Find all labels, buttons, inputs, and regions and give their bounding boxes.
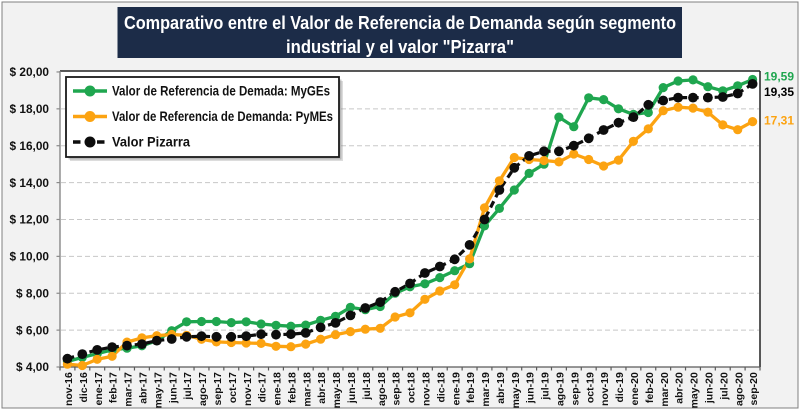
- svg-text:jun-19: jun-19: [525, 372, 537, 404]
- svg-text:$ 16,00: $ 16,00: [10, 141, 50, 153]
- svg-text:oct-19: oct-19: [584, 372, 596, 403]
- svg-text:oct-18: oct-18: [406, 372, 418, 403]
- svg-text:$ 20,00: $ 20,00: [10, 67, 50, 79]
- svg-text:abr-19: abr-19: [495, 372, 507, 404]
- svg-text:abr-17: abr-17: [138, 372, 150, 404]
- svg-text:feb-17: feb-17: [108, 372, 120, 403]
- svg-text:$ 4,00: $ 4,00: [16, 362, 49, 374]
- svg-text:may-17: may-17: [152, 372, 164, 408]
- svg-text:jun-20: jun-20: [704, 372, 716, 404]
- svg-text:jul-20: jul-20: [718, 372, 730, 401]
- svg-text:mar-17: mar-17: [123, 372, 135, 407]
- svg-text:dic-18: dic-18: [435, 372, 447, 403]
- svg-text:jul-17: jul-17: [182, 372, 194, 401]
- svg-text:Valor de Referencia de Demanda: Valor de Referencia de Demanda: PyMEs: [112, 108, 333, 124]
- svg-text:may-20: may-20: [689, 372, 701, 408]
- svg-text:ago-17: ago-17: [197, 372, 209, 406]
- svg-text:sep-18: sep-18: [391, 372, 403, 405]
- svg-text:abr-20: abr-20: [674, 372, 686, 404]
- svg-text:Valor Pizarra: Valor Pizarra: [112, 134, 190, 150]
- svg-text:$ 6,00: $ 6,00: [16, 325, 49, 337]
- svg-text:nov-19: nov-19: [599, 372, 611, 406]
- svg-text:may-19: may-19: [510, 372, 522, 408]
- svg-text:abr-18: abr-18: [316, 372, 328, 404]
- svg-text:may-18: may-18: [331, 372, 343, 408]
- svg-text:ago-20: ago-20: [733, 372, 745, 406]
- svg-text:feb-20: feb-20: [644, 372, 656, 403]
- svg-text:mar-20: mar-20: [659, 372, 671, 407]
- svg-text:$ 12,00: $ 12,00: [10, 215, 50, 227]
- svg-text:Comparativo entre el Valor de: Comparativo entre el Valor de Referencia…: [124, 12, 676, 33]
- svg-text:17,31: 17,31: [764, 116, 795, 128]
- svg-text:jul-18: jul-18: [361, 372, 373, 401]
- svg-text:19,35: 19,35: [764, 87, 795, 99]
- svg-text:ene-20: ene-20: [629, 372, 641, 405]
- svg-text:jun-18: jun-18: [346, 372, 358, 404]
- svg-text:ene-18: ene-18: [272, 372, 284, 405]
- svg-text:ene-17: ene-17: [93, 372, 105, 405]
- svg-text:nov-16: nov-16: [63, 372, 75, 406]
- svg-text:Valor de Referencia de Demada:: Valor de Referencia de Demada: MyGEs: [112, 83, 330, 99]
- svg-text:industrial y el valor "Pizarra: industrial y el valor "Pizarra": [286, 36, 514, 57]
- svg-text:19,59: 19,59: [764, 72, 794, 84]
- svg-text:mar-18: mar-18: [301, 372, 313, 407]
- svg-text:nov-18: nov-18: [421, 372, 433, 406]
- svg-text:sep-20: sep-20: [748, 372, 760, 405]
- svg-text:$ 14,00: $ 14,00: [10, 178, 50, 190]
- svg-text:$ 18,00: $ 18,00: [10, 104, 50, 116]
- svg-text:ago-19: ago-19: [555, 372, 567, 406]
- svg-text:dic-17: dic-17: [257, 372, 269, 403]
- svg-text:dic-16: dic-16: [78, 372, 90, 403]
- svg-text:jul-19: jul-19: [540, 372, 552, 401]
- svg-text:oct-17: oct-17: [227, 372, 239, 403]
- svg-text:ago-18: ago-18: [376, 372, 388, 406]
- svg-text:ene-19: ene-19: [450, 372, 462, 405]
- svg-text:$ 10,00: $ 10,00: [10, 252, 50, 264]
- svg-text:jun-17: jun-17: [167, 372, 179, 404]
- svg-text:mar-19: mar-19: [480, 372, 492, 407]
- svg-text:nov-17: nov-17: [242, 372, 254, 406]
- svg-text:dic-19: dic-19: [614, 372, 626, 403]
- svg-text:sep-19: sep-19: [569, 372, 581, 405]
- svg-text:feb-19: feb-19: [465, 372, 477, 403]
- svg-text:sep-17: sep-17: [212, 372, 224, 405]
- svg-text:$ 8,00: $ 8,00: [16, 288, 49, 300]
- svg-text:feb-18: feb-18: [287, 372, 299, 403]
